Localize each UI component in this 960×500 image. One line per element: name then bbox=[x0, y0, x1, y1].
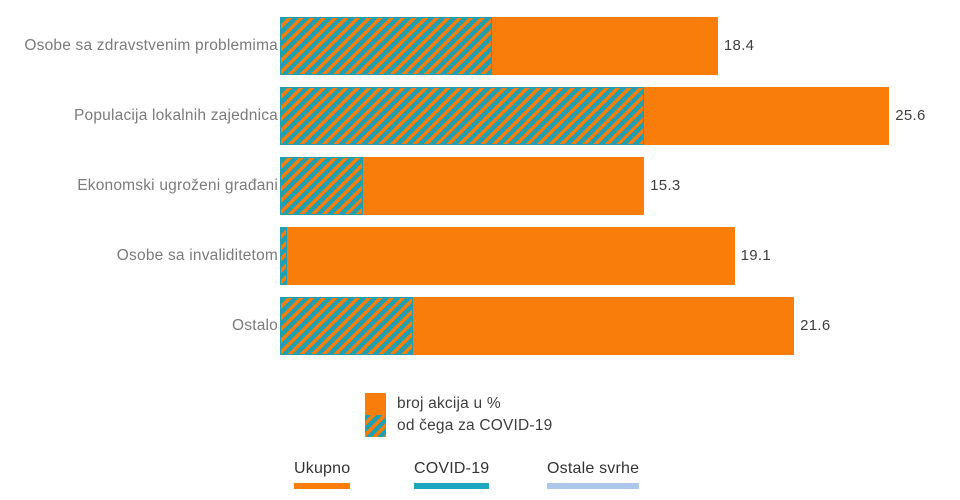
series-toggle-bar: Ukupno COVID-19 Ostale svrhe bbox=[0, 460, 960, 496]
legend-label: broj akcija u % bbox=[397, 395, 501, 412]
covid-bar-segment bbox=[280, 297, 414, 355]
toggle-ostale-svrhe[interactable]: Ostale svrhe bbox=[547, 460, 640, 489]
bar-row: Ostalo 21.6 bbox=[0, 297, 960, 355]
category-label: Populacija lokalnih zajednica bbox=[74, 107, 278, 124]
covid-bar-segment bbox=[280, 227, 288, 285]
covid-bar-segment bbox=[280, 87, 645, 145]
covid-bar-segment bbox=[280, 17, 492, 75]
legend-item: broj akcija u % bbox=[365, 393, 552, 415]
category-label: Ekonomski ugroženi građani bbox=[77, 177, 278, 194]
value-label: 25.6 bbox=[895, 107, 926, 124]
legend-item: od čega za COVID-19 bbox=[365, 415, 552, 437]
category-label: Osobe sa zdravstvenim problemima bbox=[24, 37, 278, 54]
toggle-label: Ukupno bbox=[294, 460, 351, 477]
category-label: Osobe sa invaliditetom bbox=[116, 247, 278, 264]
toggle-underline bbox=[547, 483, 640, 489]
toggle-ukupno[interactable]: Ukupno bbox=[294, 460, 351, 489]
toggle-label: Ostale svrhe bbox=[547, 460, 640, 477]
legend-label: od čega za COVID-19 bbox=[397, 417, 553, 434]
value-label: 21.6 bbox=[800, 317, 831, 334]
toggle-label: COVID-19 bbox=[414, 460, 490, 477]
value-label: 19.1 bbox=[740, 247, 771, 264]
chart-legend: broj akcija u % od čega za COVID-19 bbox=[365, 393, 552, 437]
bar-row: Osobe sa invaliditetom 19.1 bbox=[0, 227, 960, 285]
toggle-underline bbox=[414, 483, 490, 489]
value-label: 18.4 bbox=[723, 37, 755, 54]
category-label: Ostalo bbox=[232, 317, 278, 334]
value-label: 15.3 bbox=[650, 177, 681, 194]
bar-row: Osobe sa zdravstvenim problemima 18.4 bbox=[0, 17, 960, 75]
toggle-covid-19[interactable]: COVID-19 bbox=[414, 460, 490, 489]
legend-swatch-hatched-icon bbox=[365, 415, 386, 437]
bar-row: Populacija lokalnih zajednica 25.6 bbox=[0, 87, 960, 145]
legend-swatch-solid-icon bbox=[365, 393, 386, 415]
bar-row: Ekonomski ugroženi građani 15.3 bbox=[0, 157, 960, 215]
toggle-underline bbox=[294, 483, 351, 489]
total-bar bbox=[280, 227, 735, 285]
covid-bar-segment bbox=[280, 157, 364, 215]
